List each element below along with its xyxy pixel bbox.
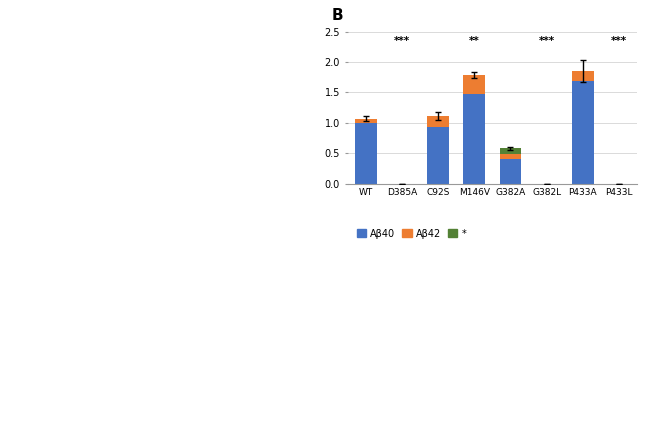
Text: **: ** (469, 36, 480, 46)
Text: ***: *** (539, 36, 554, 46)
Bar (427, 127, 449, 184)
Bar (572, 81, 593, 184)
Bar (355, 119, 377, 123)
Bar (572, 71, 593, 81)
Bar (463, 94, 485, 184)
Bar (500, 154, 521, 159)
Bar (427, 116, 449, 127)
Text: B: B (332, 8, 343, 23)
Text: ***: *** (611, 36, 627, 46)
Text: ***: *** (394, 36, 410, 46)
Bar (355, 123, 377, 184)
Bar (463, 75, 485, 94)
Bar (500, 148, 521, 154)
Legend: Aβ40, Aβ42, *: Aβ40, Aβ42, * (352, 225, 470, 243)
Bar (500, 159, 521, 184)
